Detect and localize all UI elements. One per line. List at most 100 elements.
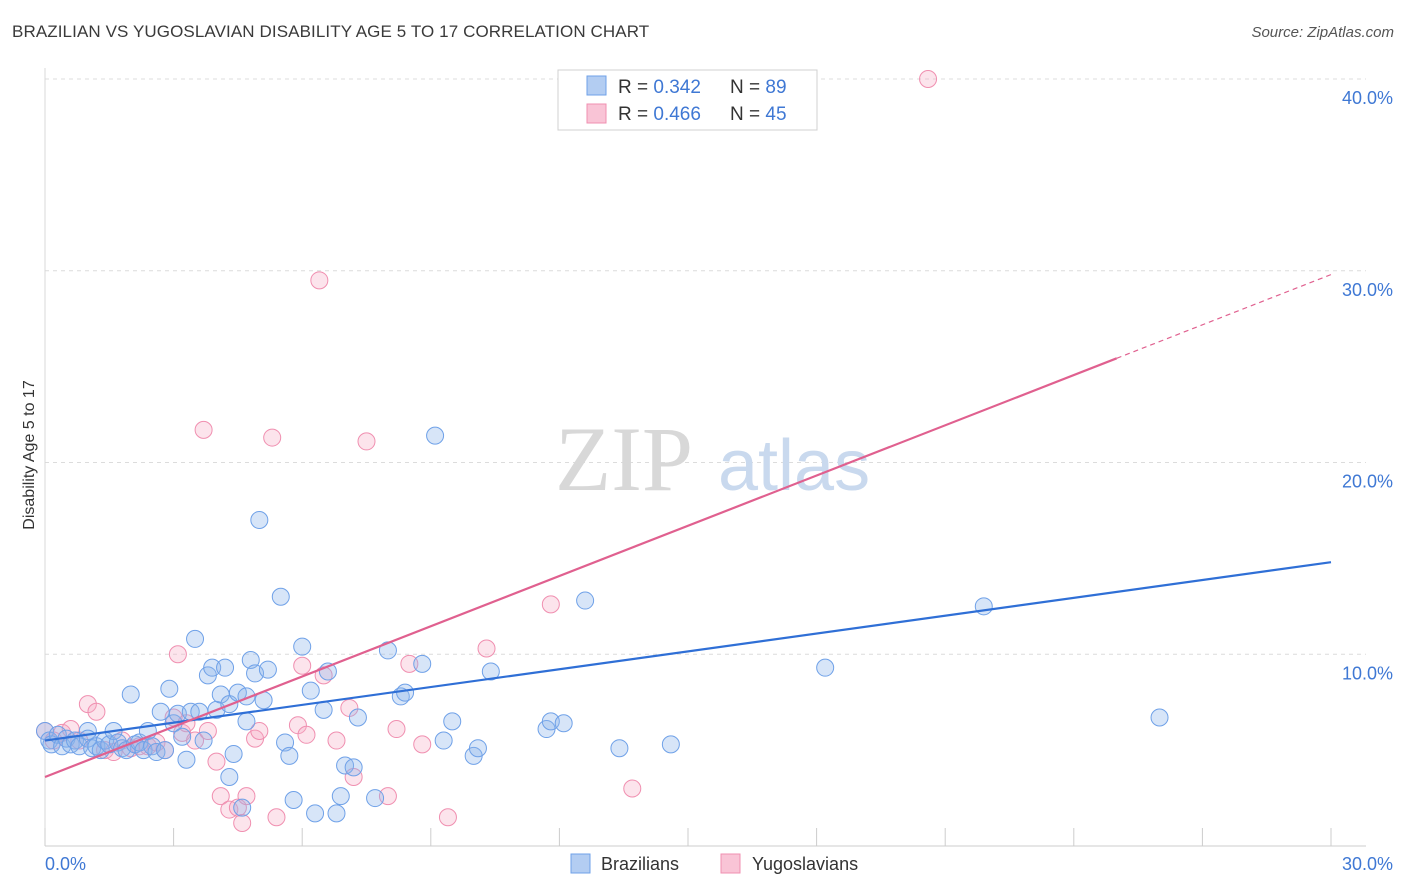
brazilians-point [301,681,320,700]
brazilians-point [216,658,235,677]
brazilians-point [434,731,453,750]
legend-label-yugoslavians: Yugoslavians [752,854,858,874]
svg-text:R = 0.342: R = 0.342 [618,77,701,98]
yugoslavians-point [310,271,329,290]
brazilians-point [173,727,192,746]
yugoslavians-point [207,752,226,771]
brazilians-point [661,735,680,754]
brazilians-point [258,660,277,679]
brazilians-point [280,746,299,765]
brazilians-point [610,739,629,758]
yugoslavians-point [623,779,642,798]
legend-r-label: R = [618,104,653,125]
yugoslavians-point [168,645,187,664]
brazilians-point [224,744,243,763]
svg-text:N = 89: N = 89 [730,77,787,98]
yugoslavians-point [413,735,432,754]
brazilians-point [276,733,295,752]
brazilians-point [468,739,487,758]
brazilians-point [284,790,303,809]
yugoslavians-points [36,70,938,832]
y-tick-label: 20.0% [1342,472,1393,492]
brazilians-point [203,658,222,677]
x-tick-label: 30.0% [1342,854,1393,874]
gridlines [45,78,1366,655]
brazilians-point [306,804,325,823]
yugoslavians-trend-line [44,357,1118,778]
yugoslavians-point [211,787,230,806]
brazilians-point [366,789,385,808]
svg-text:R = 0.466: R = 0.466 [618,104,701,125]
brazilians-point [121,685,140,704]
yugoslavians-point [263,428,282,447]
y-tick-label: 10.0% [1342,663,1393,683]
yugoslavians-point [357,432,376,451]
y-tick-labels: 10.0% 20.0% 30.0% 40.0% [1342,88,1393,683]
brazilians-point [331,787,350,806]
source-label: Source: ZipAtlas.com [1251,24,1394,41]
x-tick-labels: 0.0% 30.0% [45,854,1393,874]
brazilians-point [314,700,333,719]
chart-title: BRAZILIAN VS YUGOSLAVIAN DISABILITY AGE … [12,22,650,41]
yugoslavians-point [327,731,346,750]
brazilians-point [327,804,346,823]
brazilians-point [233,798,252,817]
legend-swatch-pink [586,103,607,124]
yugoslavians-point [237,787,256,806]
brazilians-point [348,708,367,727]
series-legend: Brazilians Yugoslavians [570,853,858,874]
yugoslavians-point [400,654,419,673]
brazilians-point [156,741,175,760]
yugoslavians-point [919,70,938,88]
svg-text:N = 45: N = 45 [730,104,787,125]
yugoslavians-point [541,595,560,614]
correlation-legend: R = 0.342 N = 89 R = 0.466 N = 45 [557,69,818,131]
legend-n-label: N = [730,77,765,98]
brazilians-point [271,587,290,606]
yugoslavians-point [198,721,217,740]
brazilians-point [186,629,205,648]
legend-n-value: 89 [765,77,786,98]
legend-r-label: R = [618,77,653,98]
yugoslavians-point [297,725,316,744]
brazilians-points [36,98,1169,823]
legend-swatch-brazilians [570,853,591,874]
yugoslavians-point [87,702,106,721]
legend-swatch-blue [586,75,607,96]
brazilians-point [1150,708,1169,727]
axes [44,68,1366,847]
watermark-zip: ZIP [555,408,693,510]
brazilians-point [177,750,196,769]
yugoslavians-point [293,656,312,675]
yugoslavians-point [438,808,457,827]
brazilians-point [816,658,835,677]
brazilians-point [293,637,312,656]
yugoslavians-point [233,813,252,832]
brazilians-point [413,654,432,673]
brazilians-point [241,651,260,670]
y-tick-label: 40.0% [1342,88,1393,108]
y-axis-label: Disability Age 5 to 17 [21,380,38,530]
brazilians-trend-line [44,561,1332,742]
brazilians-point [426,426,445,445]
y-tick-label: 30.0% [1342,280,1393,300]
legend-r-value: 0.342 [653,77,701,98]
brazilians-point [250,511,269,530]
brazilians-point [194,731,213,750]
legend-n-value: 45 [765,104,786,125]
brazilians-point [554,714,573,733]
yugoslavians-trend-extension [1116,274,1332,359]
brazilians-point [443,712,462,731]
brazilians-point [481,662,500,681]
watermark-atlas: atlas [718,426,870,506]
legend-label-brazilians: Brazilians [601,854,679,874]
brazilians-point [160,679,179,698]
yugoslavians-point [387,720,406,739]
brazilians-point [237,712,256,731]
legend-n-label: N = [730,104,765,125]
legend-r-value: 0.466 [653,104,701,125]
yugoslavians-point [194,420,213,439]
x-tick-label: 0.0% [45,854,86,874]
brazilians-point [396,683,415,702]
